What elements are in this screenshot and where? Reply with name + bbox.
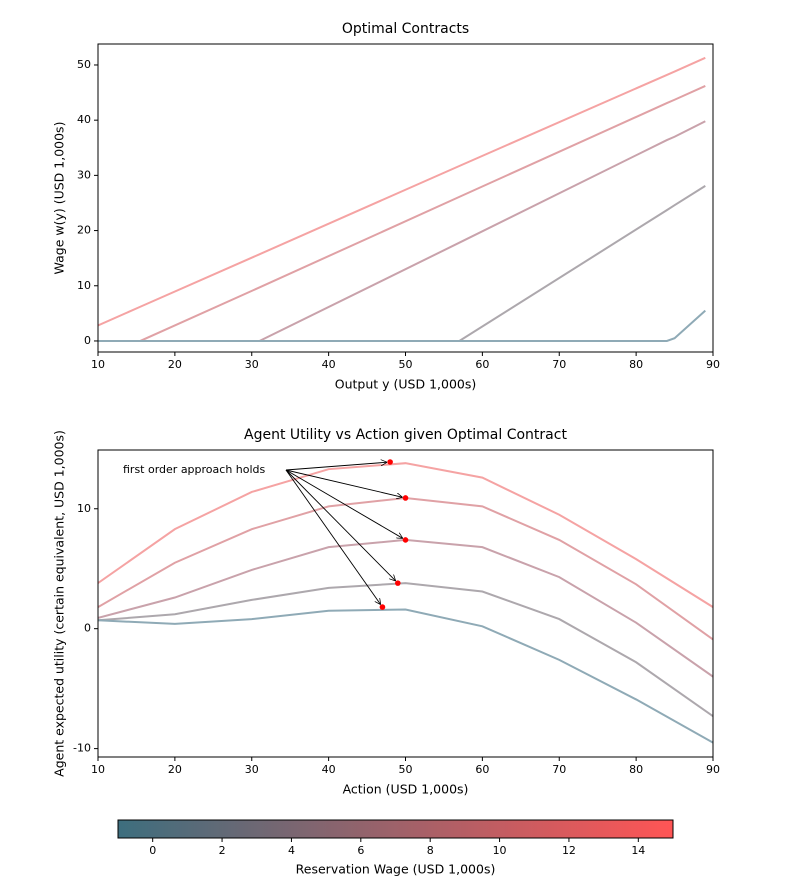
y-tick-label: 10	[77, 279, 91, 292]
x-tick-label: 30	[245, 358, 259, 371]
x-tick-label: 8	[427, 844, 434, 857]
axes-frame	[97, 449, 714, 758]
series-line	[98, 309, 706, 342]
series-line	[98, 608, 713, 744]
y-axis-label: Wage w(y) (USD 1,000s)	[52, 122, 67, 275]
x-tick-label: 30	[245, 763, 259, 776]
series-line	[98, 185, 706, 342]
annotation-arrow	[285, 462, 387, 471]
chart-title: Optimal Contracts	[342, 21, 469, 37]
y-tick-label: 0	[84, 622, 91, 635]
x-tick-label: 70	[552, 358, 566, 371]
x-tick-label: 10	[91, 358, 105, 371]
annotation-arrow	[285, 469, 403, 497]
y-tick-label: 10	[77, 502, 91, 515]
x-tick-label: 10	[91, 763, 105, 776]
point	[387, 459, 393, 465]
x-tick-label: 50	[399, 763, 413, 776]
series-line	[98, 56, 706, 327]
axes-frame	[97, 43, 714, 353]
chart-title: Agent Utility vs Action given Optimal Co…	[244, 427, 567, 443]
colorbar-label: Reservation Wage (USD 1,000s)	[296, 862, 496, 877]
series-line	[98, 462, 713, 608]
x-tick-label: 70	[552, 763, 566, 776]
y-tick-label: -10	[73, 742, 91, 755]
series-line	[98, 496, 713, 641]
x-tick-label: 40	[322, 358, 336, 371]
y-tick-label: 0	[84, 334, 91, 347]
annotation-arrow	[285, 469, 381, 605]
x-axis-label: Action (USD 1,000s)	[343, 782, 469, 797]
x-tick-label: 90	[706, 763, 720, 776]
x-tick-label: 80	[629, 358, 643, 371]
series-line	[98, 120, 706, 342]
x-tick-label: 6	[357, 844, 364, 857]
point	[402, 537, 409, 543]
point	[395, 580, 401, 586]
y-axis-label: Agent expected utility (certain equivale…	[52, 430, 67, 777]
x-tick-label: 14	[631, 844, 645, 857]
series-line	[98, 582, 713, 718]
x-tick-label: 40	[322, 763, 336, 776]
x-tick-label: 60	[475, 763, 489, 776]
x-tick-label: 50	[399, 358, 413, 371]
y-tick-label: 30	[77, 168, 91, 181]
colorbar	[117, 819, 674, 839]
x-tick-label: 20	[168, 763, 182, 776]
annotation-arrow	[285, 469, 403, 538]
x-tick-label: 20	[168, 358, 182, 371]
x-tick-label: 12	[562, 844, 576, 857]
series-line	[98, 538, 713, 678]
point	[379, 604, 386, 610]
x-tick-label: 2	[219, 844, 226, 857]
y-tick-label: 40	[77, 113, 91, 126]
x-tick-label: 4	[288, 844, 295, 857]
point	[402, 495, 409, 501]
annotation: first order approach holds	[123, 463, 266, 476]
annotation-arrow	[285, 469, 396, 581]
x-axis-label: Output y (USD 1,000s)	[335, 377, 477, 392]
x-tick-label: 90	[706, 358, 720, 371]
x-tick-label: 0	[149, 844, 156, 857]
x-tick-label: 60	[475, 358, 489, 371]
y-tick-label: 20	[77, 224, 91, 237]
x-tick-label: 80	[629, 763, 643, 776]
y-tick-label: 50	[77, 58, 91, 71]
x-tick-label: 10	[493, 844, 507, 857]
series-line	[98, 85, 706, 342]
